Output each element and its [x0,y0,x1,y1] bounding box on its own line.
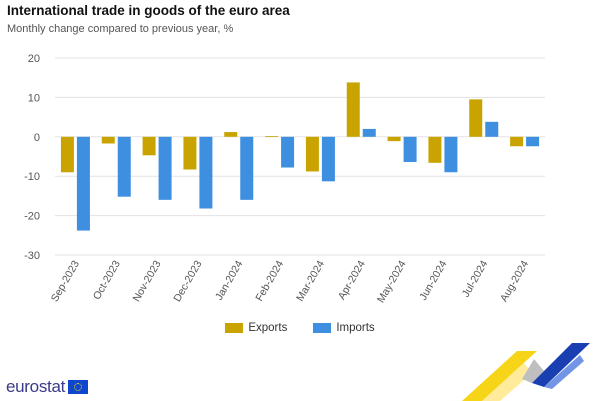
bar-imports [158,136,172,200]
x-tick-label: Jul-2024 [460,258,491,299]
x-tick-label: Nov-2023 [131,258,164,304]
bar-exports [60,136,74,173]
bar-imports [281,136,295,168]
bar-exports [305,136,319,172]
logo-text: eurostat [6,377,66,396]
bar-exports [428,136,442,163]
legend-item-imports[interactable]: Imports [313,322,375,334]
legend-item-exports[interactable]: Exports [225,322,287,334]
y-tick-label: -30 [24,250,40,262]
bar-exports [387,136,401,142]
bar-imports [362,128,376,137]
x-tick-label: Jan-2024 [213,258,245,302]
eu-flag-icon [68,380,89,394]
bar-chart: -30 -20 -10 0 10 20 Sep-2023 Oct-2023 Nov-2023 De… [24,53,545,305]
bar-exports [101,136,115,144]
eurostat-logo: eurostat [6,377,89,397]
bar-exports [469,99,483,137]
bar-exports [265,136,279,137]
legend-swatch-imports [313,323,332,333]
bar-exports [142,136,156,156]
bar-imports [117,136,131,197]
x-tick-label: Aug-2024 [498,258,531,304]
x-tick-label: Oct-2023 [91,258,123,302]
chart-title: International trade in goods of the euro… [7,3,290,18]
x-tick-label: Jun-2024 [417,258,449,302]
y-tick-label: 0 [34,132,40,144]
chart-subtitle: Monthly change compared to previous year… [7,23,234,35]
eurostat-decoration-icon [462,343,590,401]
bar-imports [444,136,458,173]
x-tick-label: Mar-2024 [294,258,327,303]
y-tick-label: 10 [28,92,40,104]
bar-imports [526,136,540,147]
bar-imports [240,136,254,200]
y-tick-label: -20 [24,211,40,223]
bar-exports [183,136,197,170]
bar-exports [510,136,524,147]
y-tick-label: -10 [24,171,40,183]
x-tick-label: May-2024 [375,258,409,305]
x-tick-label: Sep-2023 [49,258,82,304]
bar-imports [485,121,499,137]
bar-exports [224,132,238,137]
chart-legend: Exports Imports [0,322,600,334]
x-tick-label: Dec-2023 [171,258,204,304]
legend-label-imports: Imports [336,322,375,334]
bar-imports [76,136,90,231]
bar-imports [199,136,213,209]
x-tick-label: Feb-2024 [253,258,286,303]
bar-imports [321,136,335,182]
legend-label-exports: Exports [248,322,288,334]
bar-exports [346,82,360,137]
y-tick-label: 20 [28,53,40,65]
legend-swatch-exports [225,323,244,333]
x-tick-label: Apr-2024 [336,258,368,302]
bar-imports [403,136,417,163]
